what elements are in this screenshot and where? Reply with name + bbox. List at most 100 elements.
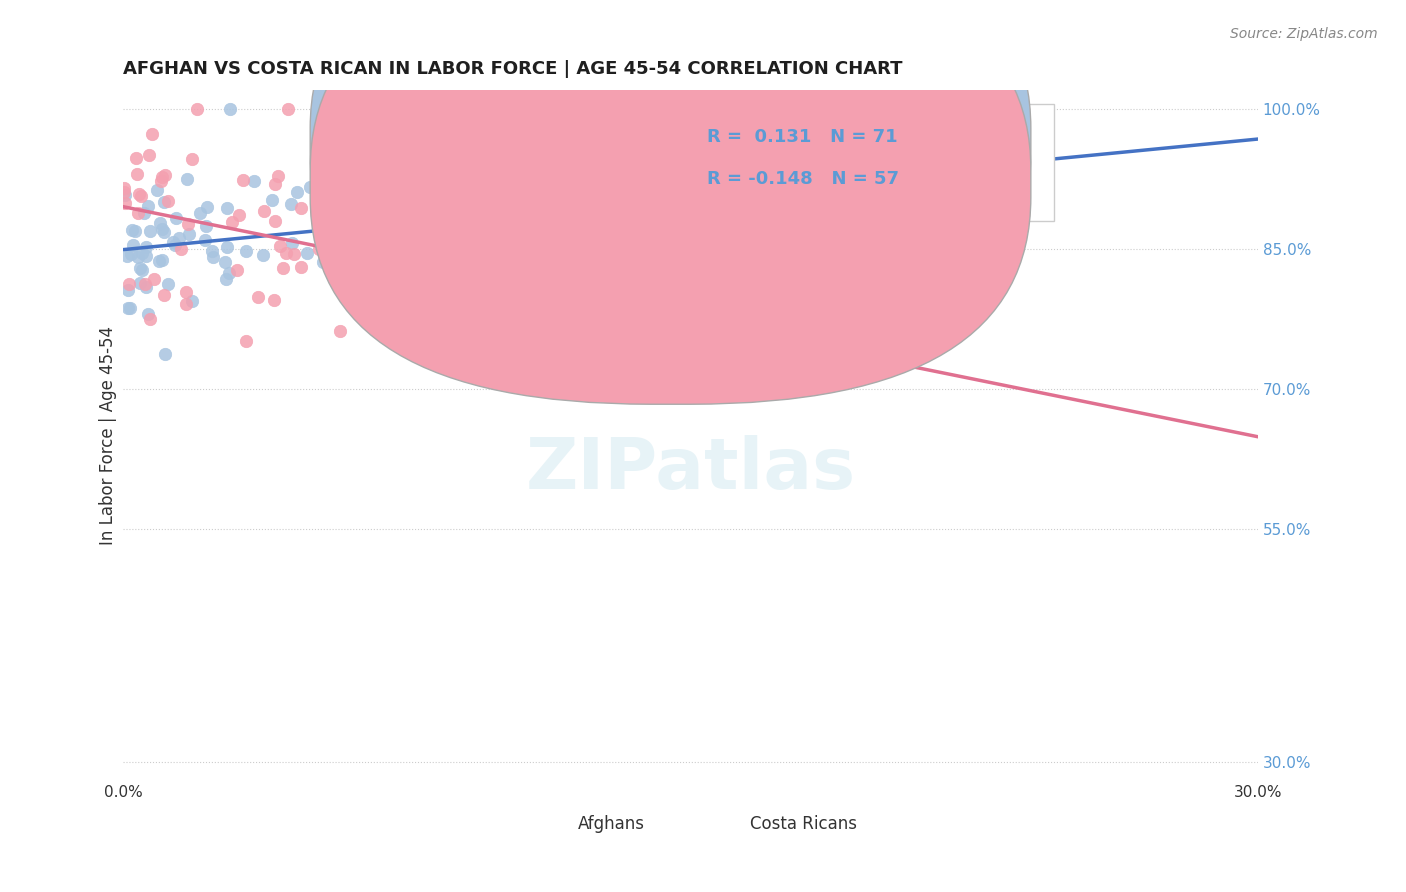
Point xyxy=(456,341,478,355)
Point xyxy=(340,214,363,228)
Point xyxy=(262,193,284,207)
Point xyxy=(263,293,285,307)
Point xyxy=(242,174,264,188)
Point xyxy=(276,246,298,260)
Point xyxy=(201,250,224,264)
Point xyxy=(226,263,249,277)
Point xyxy=(129,189,152,203)
Point xyxy=(219,102,242,116)
Point xyxy=(232,173,254,187)
Point xyxy=(115,249,138,263)
Point xyxy=(177,217,200,231)
Point xyxy=(509,255,531,269)
Point xyxy=(150,174,173,188)
Point xyxy=(149,216,172,230)
Point xyxy=(131,263,153,277)
Point xyxy=(269,239,291,253)
Point xyxy=(148,254,170,268)
Point xyxy=(153,287,176,301)
Point xyxy=(195,219,218,234)
Point xyxy=(131,245,153,260)
Point xyxy=(155,347,177,361)
Point xyxy=(136,307,159,321)
Point xyxy=(121,223,143,237)
Point xyxy=(263,177,285,191)
Point xyxy=(271,261,294,276)
Point xyxy=(603,213,626,227)
Point xyxy=(508,199,530,213)
Point xyxy=(530,236,553,251)
Point xyxy=(367,310,389,324)
Point xyxy=(186,102,208,116)
Text: Source: ZipAtlas.com: Source: ZipAtlas.com xyxy=(1230,27,1378,41)
Point xyxy=(124,224,146,238)
Text: R =  0.131   N = 71: R = 0.131 N = 71 xyxy=(707,128,898,146)
Point xyxy=(174,285,197,299)
Point xyxy=(308,242,330,256)
Point xyxy=(136,199,159,213)
Point xyxy=(385,133,408,147)
Point xyxy=(139,224,162,238)
Point xyxy=(134,206,156,220)
Point xyxy=(138,311,160,326)
Point xyxy=(153,225,176,239)
Point xyxy=(384,239,406,253)
Point xyxy=(135,280,157,294)
Text: AFGHAN VS COSTA RICAN IN LABOR FORCE | AGE 45-54 CORRELATION CHART: AFGHAN VS COSTA RICAN IN LABOR FORCE | A… xyxy=(122,60,903,78)
Point xyxy=(458,328,481,343)
Point xyxy=(120,246,142,260)
Point xyxy=(114,188,136,202)
Point xyxy=(153,168,176,182)
Point xyxy=(114,196,136,211)
Point xyxy=(368,310,391,324)
Point xyxy=(290,260,312,275)
Point xyxy=(217,240,239,254)
Point xyxy=(122,238,145,252)
FancyBboxPatch shape xyxy=(537,814,571,839)
Point xyxy=(267,169,290,184)
Point xyxy=(167,231,190,245)
Point xyxy=(283,247,305,261)
Point xyxy=(156,277,179,292)
Point xyxy=(117,301,139,315)
Point xyxy=(112,181,135,195)
Point xyxy=(165,211,187,225)
FancyBboxPatch shape xyxy=(311,0,1031,404)
Point xyxy=(181,153,204,167)
Point xyxy=(441,241,464,255)
Point xyxy=(235,334,257,349)
Point xyxy=(153,195,176,210)
Point xyxy=(214,255,236,269)
Point xyxy=(162,235,184,250)
Point xyxy=(170,243,193,257)
Point xyxy=(449,238,471,252)
Point xyxy=(181,294,204,309)
Text: ZIPatlas: ZIPatlas xyxy=(526,435,855,504)
Y-axis label: In Labor Force | Age 45-54: In Labor Force | Age 45-54 xyxy=(100,326,117,545)
Point xyxy=(461,256,484,270)
Point xyxy=(174,297,197,311)
Point xyxy=(157,194,180,208)
Point xyxy=(127,167,149,181)
Point xyxy=(135,249,157,263)
Point xyxy=(309,194,332,209)
Point xyxy=(277,102,299,116)
Point xyxy=(215,272,238,286)
Point xyxy=(150,169,173,184)
Point xyxy=(201,244,224,259)
Point xyxy=(143,272,166,286)
Point xyxy=(215,201,238,215)
Point xyxy=(135,240,157,254)
Point xyxy=(176,172,198,186)
Point xyxy=(340,180,363,194)
Point xyxy=(252,248,274,262)
Point xyxy=(235,244,257,258)
Point xyxy=(221,215,243,229)
FancyBboxPatch shape xyxy=(311,0,1031,363)
Point xyxy=(146,183,169,197)
Point xyxy=(150,222,173,236)
Point xyxy=(295,246,318,260)
Point xyxy=(287,186,309,200)
Point xyxy=(125,151,148,165)
Point xyxy=(253,204,276,219)
